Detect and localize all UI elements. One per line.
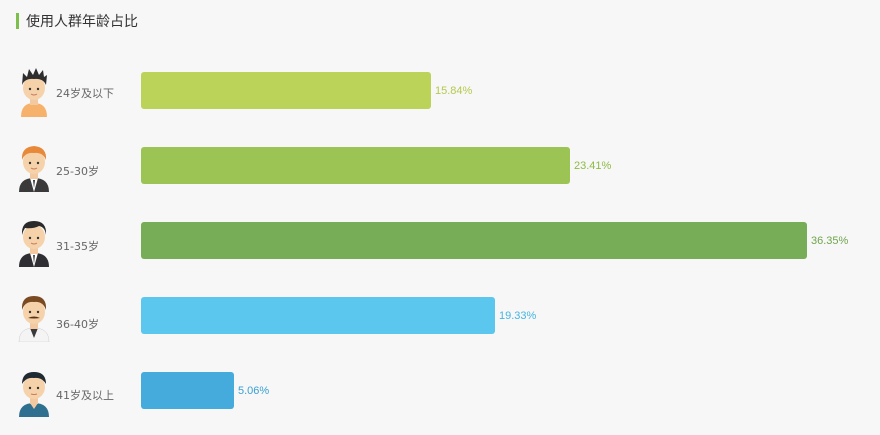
value-label: 23.41%: [574, 160, 612, 172]
chart-row: 31-35岁 36.35%: [0, 213, 880, 277]
value-label: 19.33%: [499, 310, 537, 322]
value-label: 36.35%: [811, 235, 849, 247]
category-label: 25-30岁: [56, 165, 99, 178]
young-boy-avatar-icon: [15, 63, 53, 117]
chart-row: 36-40岁 19.33%: [0, 288, 880, 352]
value-label: 5.06%: [238, 385, 270, 397]
suit-man-avatar-icon: [15, 213, 53, 267]
bar: [141, 222, 807, 259]
mustache-man-avatar-icon: [15, 288, 53, 343]
chart-row: 25-30岁 23.41%: [0, 138, 880, 202]
bar: [141, 147, 570, 184]
bar: [141, 72, 431, 109]
category-label: 36-40岁: [56, 318, 99, 331]
ginger-man-avatar-icon: [15, 138, 53, 192]
chart-row: 24岁及以下 15.84%: [0, 63, 880, 127]
value-label: 15.84%: [435, 85, 473, 97]
chart-header: 使用人群年龄占比: [16, 12, 138, 30]
category-label: 31-35岁: [56, 240, 99, 253]
older-man-avatar-icon: [15, 363, 53, 417]
chart-row: 41岁及以上 5.06%: [0, 363, 880, 427]
category-label: 41岁及以上: [56, 389, 114, 402]
bar: [141, 372, 234, 409]
category-label: 24岁及以下: [56, 87, 114, 100]
chart-title: 使用人群年龄占比: [26, 14, 138, 30]
title-accent-bar: [16, 13, 19, 29]
bar: [141, 297, 495, 334]
